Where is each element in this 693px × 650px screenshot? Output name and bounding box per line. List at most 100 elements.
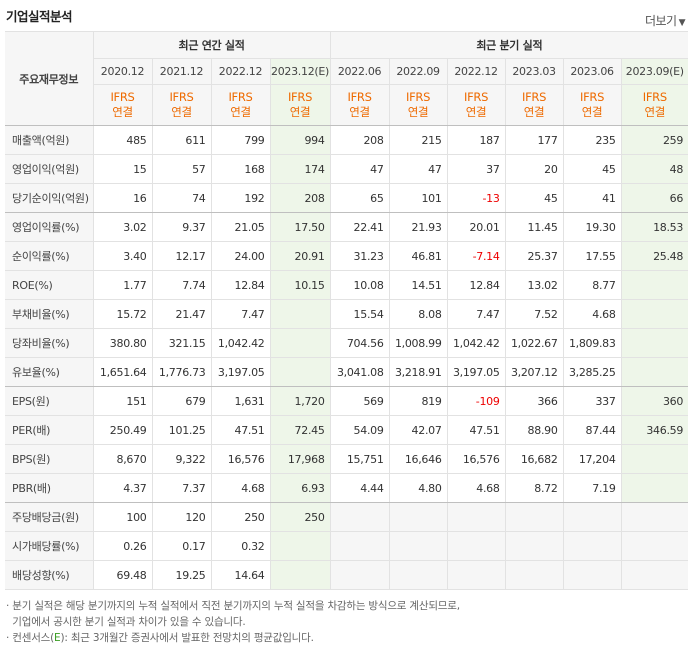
- table-cell: [620, 357, 689, 387]
- table-cell: 19.25: [151, 560, 212, 590]
- table-cell: 819: [388, 386, 448, 416]
- table-cell: 174: [269, 154, 331, 184]
- ifrs-label: IFRS 연결: [620, 84, 689, 126]
- ifrs-label: IFRS 연결: [562, 84, 622, 126]
- row-label: 주당배당금(원): [5, 502, 94, 532]
- ifrs-line: IFRS: [347, 90, 372, 104]
- table-cell: 235: [562, 125, 622, 155]
- table-row: 당기순이익(억원) 16 74 192 208 65 101 -13 45 41 66: [5, 183, 689, 213]
- table-row: 주당배당금(원) 100 120 250 250: [5, 502, 689, 532]
- table-cell: 15.72: [92, 299, 153, 329]
- row-label: EPS(원): [5, 386, 94, 416]
- table-row: PER(배) 250.49 101.25 47.51 72.45 54.09 42.07 47…: [5, 415, 689, 445]
- table-cell: 3,041.08: [329, 357, 390, 387]
- table-cell: 679: [151, 386, 212, 416]
- table-cell: 54.09: [329, 415, 390, 445]
- table-cell: [388, 560, 448, 590]
- consolidated-line: 연결: [171, 105, 192, 119]
- note-line-3-prefix: · 컨센서스(: [6, 632, 55, 644]
- table-cell: 0.17: [151, 531, 212, 561]
- table-cell: [329, 531, 390, 561]
- table-cell: 3,285.25: [562, 357, 622, 387]
- table-row: 부채비율(%) 15.72 21.47 7.47 15.54 8.08 7.47 7.52 4.…: [5, 299, 689, 329]
- table-cell: [446, 560, 506, 590]
- table-cell: 19.30: [562, 212, 622, 242]
- note-line-3-text: ): 최근 3개월간 증권사에서 발표한 전망치의 평균값입니다.: [60, 632, 314, 644]
- table-row: 당좌비율(%) 380.80 321.15 1,042.42 704.56 1,008.9…: [5, 328, 689, 358]
- ifrs-label: IFRS 연결: [446, 84, 506, 126]
- table-cell: 42.07: [388, 415, 448, 445]
- table-cell: 100: [92, 502, 153, 532]
- table-cell: 337: [562, 386, 622, 416]
- row-label: ROE(%): [5, 270, 94, 300]
- table-cell: 74: [151, 183, 212, 213]
- row-label: 영업이익(억원): [5, 154, 94, 184]
- period-header: 2023.06: [562, 58, 622, 85]
- table-cell: 17.55: [562, 241, 622, 271]
- table-cell: 4.80: [388, 473, 448, 503]
- table-cell: 151: [92, 386, 153, 416]
- table-cell: 45: [504, 183, 564, 213]
- table-cell: 994: [269, 125, 331, 155]
- period-header: 2021.12: [151, 58, 212, 85]
- table-cell: [504, 502, 564, 532]
- table-cell: 22.41: [329, 212, 390, 242]
- table-cell: 4.68: [210, 473, 271, 503]
- table-cell: 3.02: [92, 212, 153, 242]
- table-cell: 16,646: [388, 444, 448, 474]
- table-cell: 0.26: [92, 531, 153, 561]
- table-cell: 47.51: [446, 415, 506, 445]
- table-cell: 1.77: [92, 270, 153, 300]
- table-cell: 25.37: [504, 241, 564, 271]
- table-cell: [620, 328, 689, 358]
- period-header: 2022.09: [388, 58, 448, 85]
- table-cell: 101: [388, 183, 448, 213]
- table-cell: [269, 357, 331, 387]
- ifrs-label: IFRS 연결: [269, 84, 331, 126]
- section-title: 기업실적분석: [6, 9, 73, 24]
- table-cell: [620, 531, 689, 561]
- period-header: 2023.09(E): [620, 58, 689, 85]
- consolidated-line: 연결: [230, 105, 251, 119]
- table-cell: 37: [446, 154, 506, 184]
- table-cell: 41: [562, 183, 622, 213]
- table-cell: 4.68: [562, 299, 622, 329]
- ifrs-line: IFRS: [110, 90, 135, 104]
- table-cell: 12.84: [210, 270, 271, 300]
- row-label: 유보율(%): [5, 357, 94, 387]
- row-label: 시가배당률(%): [5, 531, 94, 561]
- table-row: EPS(원) 151 679 1,631 1,720 569 819 -109 366 337 36…: [5, 386, 689, 416]
- more-link[interactable]: 더보기 ▼: [644, 12, 686, 29]
- table-cell: 47: [329, 154, 390, 184]
- table-cell: 168: [210, 154, 271, 184]
- table-cell: [562, 531, 622, 561]
- more-label[interactable]: 더보기: [644, 14, 677, 28]
- table-row: 영업이익(억원) 15 57 168 174 47 47 37 20 45 48: [5, 154, 689, 184]
- quarter-group-header: 최근 분기 실적: [329, 31, 689, 59]
- table-cell: 12.17: [151, 241, 212, 271]
- table-cell: 1,776.73: [151, 357, 212, 387]
- table-cell: 346.59: [620, 415, 689, 445]
- table-cell: 3,218.91: [388, 357, 448, 387]
- table-cell: [620, 502, 689, 532]
- table-cell: 12.84: [446, 270, 506, 300]
- period-header: 2020.12: [93, 58, 153, 85]
- table-row: 유보율(%) 1,651.64 1,776.73 3,197.05 3,041.08 3,…: [5, 357, 689, 387]
- consolidated-line: 연결: [349, 105, 370, 119]
- table-cell: [388, 502, 448, 532]
- table-cell: 8.72: [504, 473, 564, 503]
- consolidated-line: 연결: [465, 105, 487, 119]
- table-cell: 250: [269, 502, 331, 532]
- table-cell: [446, 531, 506, 561]
- consolidated-line: 연결: [407, 105, 429, 119]
- table-cell: 0.32: [210, 531, 271, 561]
- table-row: ROE(%) 1.77 7.74 12.84 10.15 10.08 14.51 12.84 1…: [5, 270, 689, 300]
- annual-group-header: 최근 연간 실적: [92, 31, 331, 59]
- period-header: 2022.12: [446, 58, 506, 85]
- consolidated-line: 연결: [289, 105, 311, 119]
- table-cell: 47.51: [210, 415, 271, 445]
- table-cell: 215: [388, 125, 448, 155]
- table-cell: 16: [92, 183, 153, 213]
- consensus-mark: E: [54, 632, 61, 644]
- table-cell: 66: [620, 183, 689, 213]
